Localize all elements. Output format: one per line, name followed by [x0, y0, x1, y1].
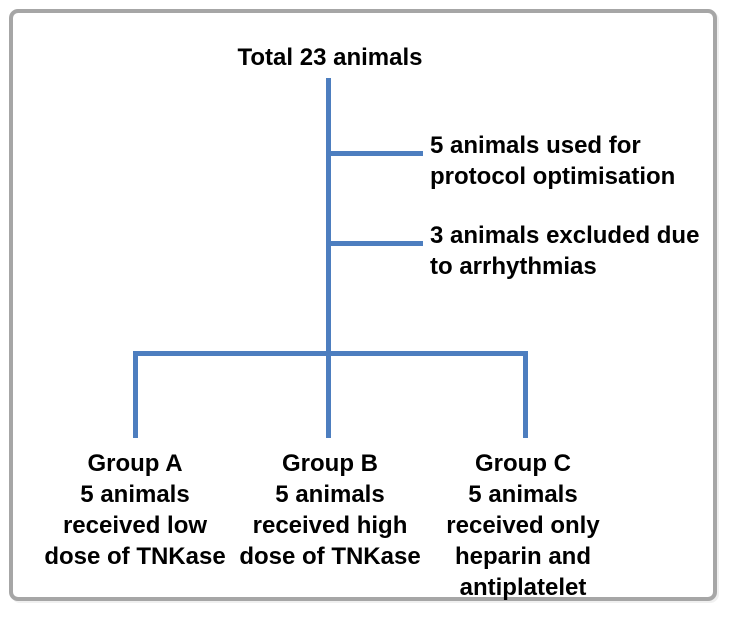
text-line: 3 animals excluded due: [430, 222, 700, 249]
root-node-label: Total 23 animals: [237, 44, 423, 71]
text-line: heparin and: [454, 543, 592, 570]
group-a-label: Group A 5 animals received low dose of TNKa…: [20, 448, 250, 572]
group-a-drop-connector: [133, 351, 138, 438]
text-line: dose of TNKase: [44, 543, 226, 570]
note-protocol-optimisation: 5 animals used for protocol optimisation: [430, 130, 730, 192]
branch-connector-excluded-arrhythmias: [326, 241, 423, 246]
note-excluded-arrhythmias: 3 animals excluded due to arrhythmias: [430, 220, 730, 282]
bottom-horizontal-connector: [133, 351, 528, 356]
group-c-label: Group C 5 animals received only heparin and…: [408, 448, 638, 603]
text-line: antiplatelet: [459, 574, 587, 601]
branch-connector-protocol-optimisation: [326, 151, 423, 156]
text-line: 5 animals used for: [430, 132, 641, 159]
text-line: Group A: [87, 450, 183, 477]
text-line: 5 animals: [80, 481, 190, 508]
diagram-frame: [9, 9, 717, 601]
text-line: 5 animals: [468, 481, 578, 508]
text-line: protocol optimisation: [430, 163, 676, 190]
main-vertical-connector: [326, 78, 331, 438]
group-b-label: Group B 5 animals received high dose of TNK…: [215, 448, 445, 572]
text-line: received only: [446, 512, 600, 539]
text-line: received low: [62, 512, 208, 539]
text-line: Group C: [475, 450, 571, 477]
text-line: Group B: [282, 450, 378, 477]
group-c-drop-connector: [523, 351, 528, 438]
text-line: to arrhythmias: [430, 253, 597, 280]
text-line: 5 animals: [275, 481, 385, 508]
text-line: dose of TNKase: [239, 543, 421, 570]
text-line: received high: [252, 512, 408, 539]
